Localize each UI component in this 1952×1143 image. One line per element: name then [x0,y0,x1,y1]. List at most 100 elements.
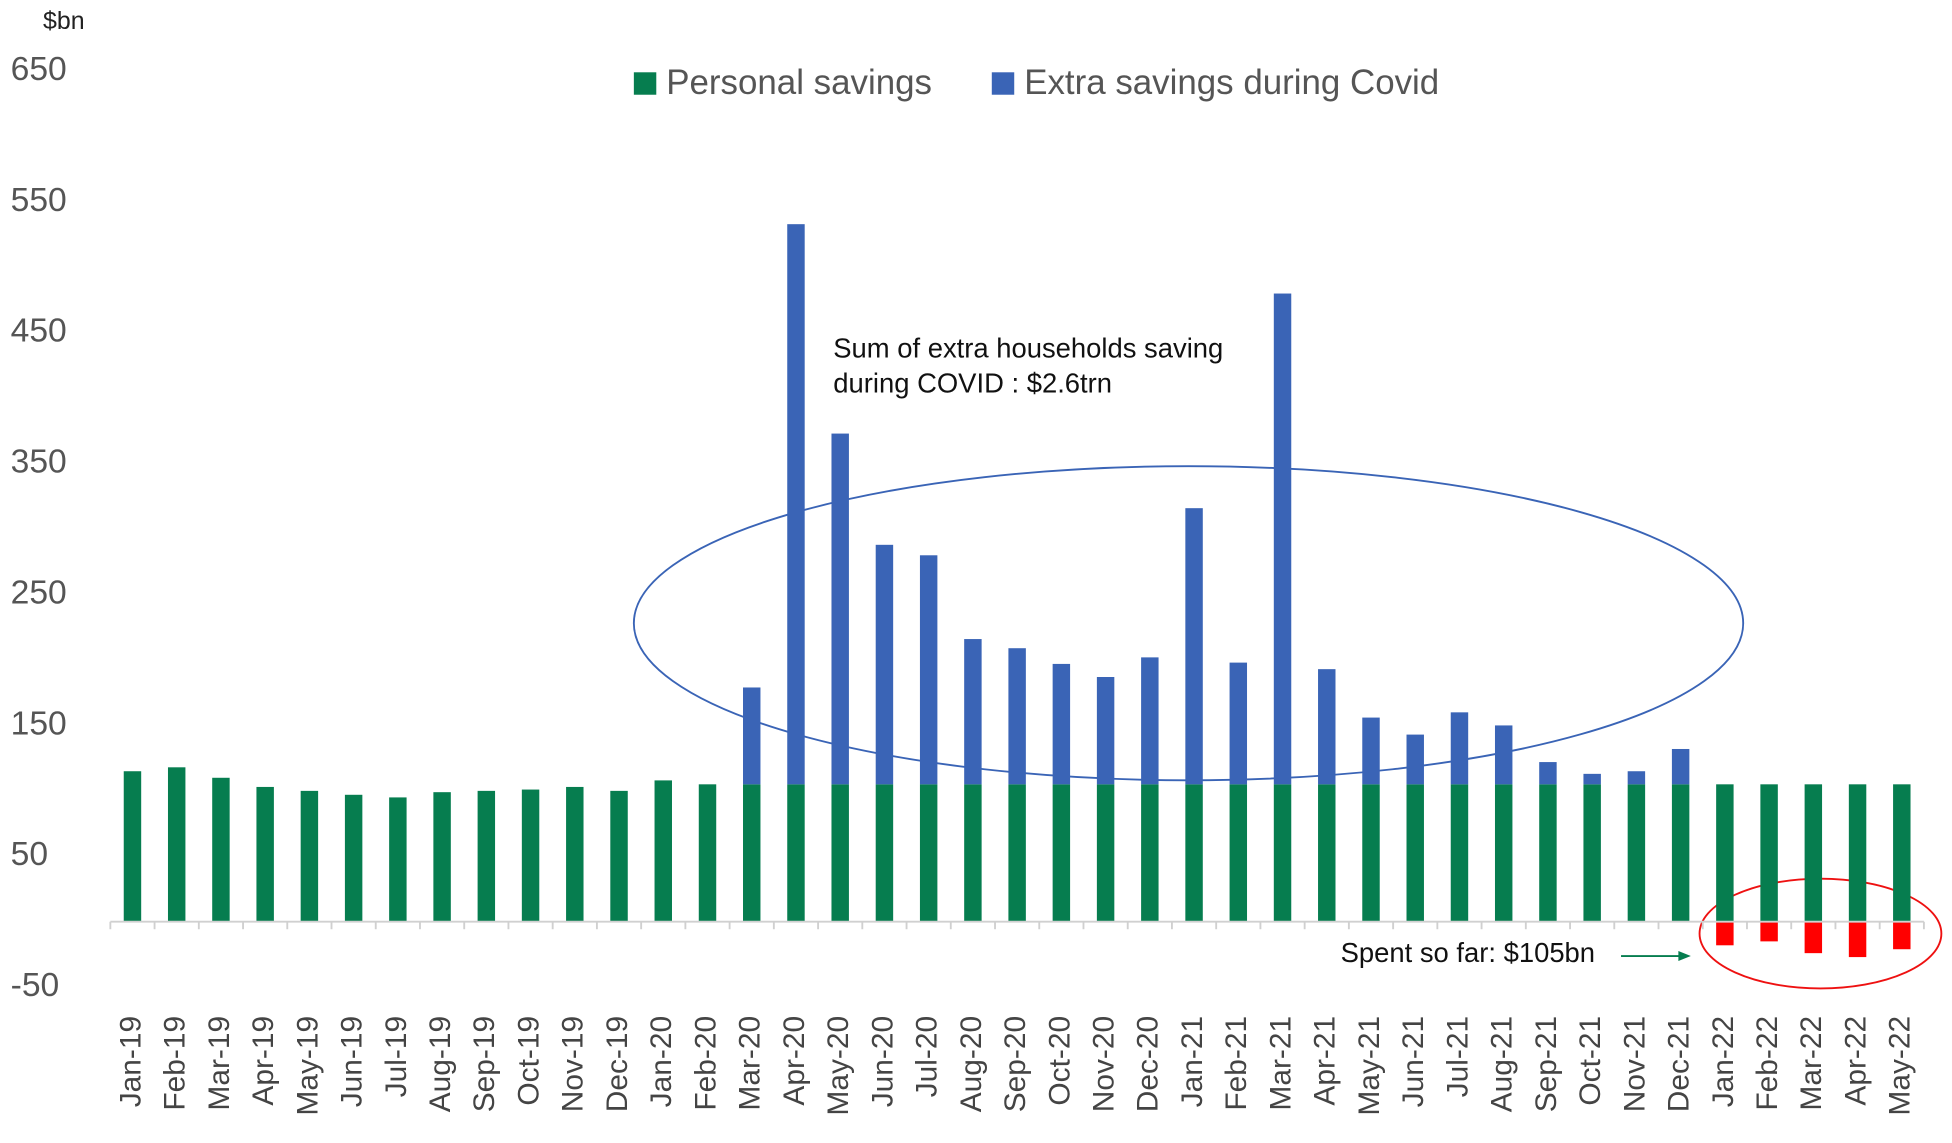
bar [964,784,982,922]
bar [477,790,496,922]
x-tick-label: Aug-21 [1486,1016,1519,1112]
x-tick-label: Nov-19 [557,1016,590,1112]
bar [1539,762,1557,785]
x-tick-label: Aug-19 [424,1016,457,1112]
x-tick-label: Apr-22 [1839,1016,1872,1106]
bar [1627,771,1646,785]
bar [1318,784,1336,922]
x-tick-label: Feb-19 [159,1016,192,1111]
bar [1362,717,1380,785]
bar [743,784,761,922]
x-tick-label: Mar-20 [734,1016,767,1111]
bar [1096,677,1115,785]
y-tick-label: 350 [11,444,67,481]
bar [1848,784,1867,922]
bar [1804,921,1823,954]
bar [1273,784,1292,922]
bar [875,544,894,785]
bar [1804,784,1823,922]
x-tick-label: Jun-20 [866,1016,899,1107]
arrow-head [1678,951,1691,962]
bar [212,777,230,922]
x-tick-label: Jun-21 [1397,1016,1430,1107]
bar [1406,734,1424,785]
y-tick-label: 150 [11,705,67,742]
bar [1406,784,1424,922]
x-tick-label: Apr-20 [778,1016,811,1106]
bar [521,789,540,922]
x-tick-label: Nov-21 [1618,1016,1651,1112]
bar [964,639,982,785]
bar [787,224,805,785]
bar [1494,725,1513,785]
bar [1848,921,1867,958]
bar [566,786,584,922]
bar [1318,669,1336,785]
x-tick-label: Aug-20 [955,1016,988,1112]
x-tick-label: Oct-21 [1574,1016,1607,1106]
bar [1141,657,1159,785]
bar [1494,784,1513,922]
x-tick-label: May-21 [1353,1016,1386,1116]
bar [1052,784,1071,922]
x-tick-label: Jul-19 [380,1016,413,1097]
bar [1450,784,1469,922]
bar [1229,784,1248,922]
x-tick-label: Jan-20 [645,1016,678,1107]
bar [654,780,672,922]
annotation: Sum of extra households saving [833,332,1223,363]
x-tick-label: Oct-20 [1043,1016,1076,1106]
x-tick-label: Jul-20 [911,1016,944,1097]
bar [787,784,805,922]
bar [389,797,407,922]
bar [1539,784,1557,922]
x-tick-label: Mar-21 [1264,1016,1297,1111]
bar [344,794,363,922]
bar [1052,663,1071,785]
annotation: during COVID : $2.6trn [833,367,1112,398]
legend-swatch [991,72,1015,95]
bar [1185,508,1203,785]
y-tick-label: 50 [11,836,48,873]
bar [831,784,849,922]
y-axis-label: $bn [43,7,85,35]
bar [610,790,628,922]
bar [1760,921,1778,942]
bar [1893,784,1911,922]
y-tick-label: -50 [11,967,60,1004]
x-tick-label: May-22 [1884,1016,1917,1116]
bar [1583,773,1601,785]
bar [1008,648,1026,785]
x-tick-label: Dec-19 [601,1016,634,1112]
y-tick-label: 550 [11,182,67,219]
bar [919,555,938,785]
bar [1760,784,1778,922]
x-tick-label: Jul-21 [1441,1016,1474,1097]
x-tick-label: Apr-21 [1309,1016,1342,1106]
x-tick-label: Dec-21 [1663,1016,1696,1112]
x-tick-label: Jan-21 [1176,1016,1209,1107]
y-tick-label: 450 [11,313,67,350]
bar [1362,784,1380,922]
x-tick-label: Oct-19 [512,1016,545,1106]
x-tick-label: Nov-20 [1088,1016,1121,1112]
bar [743,687,761,785]
legend-label: Extra savings during Covid [1024,63,1439,102]
bar [256,786,274,922]
bar [1671,784,1690,922]
legend-swatch [633,72,657,95]
bar [433,792,451,922]
annotation: Spent so far: $105bn [1341,937,1595,968]
x-tick-label: Sep-19 [468,1016,501,1112]
x-tick-label: Mar-19 [203,1016,236,1111]
x-tick-label: Feb-22 [1751,1016,1784,1111]
x-tick-label: Mar-22 [1795,1016,1828,1111]
x-tick-label: Apr-19 [247,1016,280,1106]
bar [831,433,849,785]
bar [1450,712,1469,785]
bar [1096,784,1115,922]
bar [919,784,938,922]
bar [1893,921,1911,950]
bar [1716,784,1734,922]
